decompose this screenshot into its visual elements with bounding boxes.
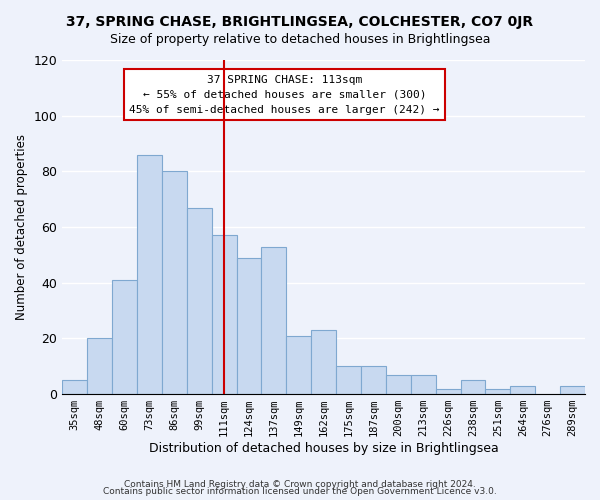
Bar (461, 380, 485, 394)
Y-axis label: Number of detached properties: Number of detached properties (15, 134, 28, 320)
Bar (560, 386, 585, 394)
X-axis label: Distribution of detached houses by size in Brightlingsea: Distribution of detached houses by size … (149, 442, 499, 455)
Bar (262, 246, 286, 394)
Bar (411, 374, 436, 394)
Bar (286, 336, 311, 394)
Bar (112, 280, 137, 394)
Bar (87, 338, 112, 394)
Bar (361, 366, 386, 394)
Text: 37 SPRING CHASE: 113sqm
← 55% of detached houses are smaller (300)
45% of semi-d: 37 SPRING CHASE: 113sqm ← 55% of detache… (129, 75, 440, 114)
Bar (485, 388, 511, 394)
Text: 37, SPRING CHASE, BRIGHTLINGSEA, COLCHESTER, CO7 0JR: 37, SPRING CHASE, BRIGHTLINGSEA, COLCHES… (67, 15, 533, 29)
Bar (212, 236, 236, 394)
Bar (162, 172, 187, 394)
Bar (386, 374, 411, 394)
Bar (311, 330, 336, 394)
Bar (187, 208, 212, 394)
Bar (137, 154, 162, 394)
Bar (511, 386, 535, 394)
Text: Contains HM Land Registry data © Crown copyright and database right 2024.: Contains HM Land Registry data © Crown c… (124, 480, 476, 489)
Text: Size of property relative to detached houses in Brightlingsea: Size of property relative to detached ho… (110, 32, 490, 46)
Text: Contains public sector information licensed under the Open Government Licence v3: Contains public sector information licen… (103, 488, 497, 496)
Bar (336, 366, 361, 394)
Bar (62, 380, 87, 394)
Bar (436, 388, 461, 394)
Bar (236, 258, 262, 394)
